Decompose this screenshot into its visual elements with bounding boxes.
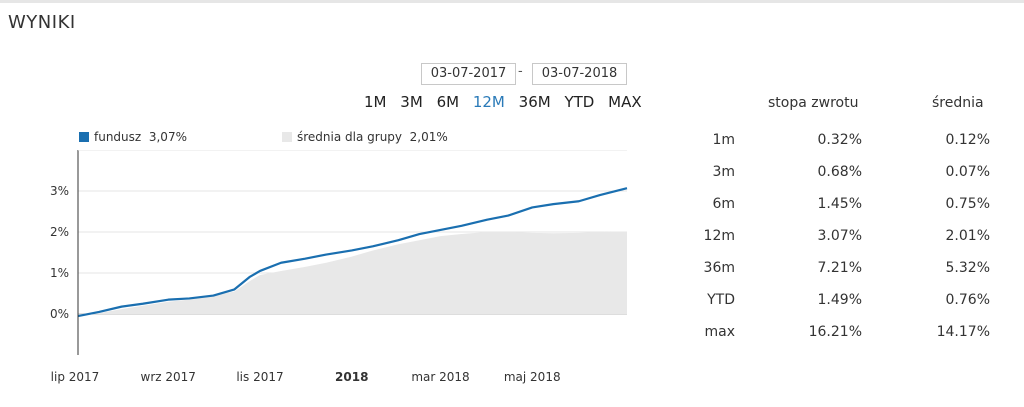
- returns-row-3m: 3m 0.68% 0.07%: [680, 164, 990, 184]
- period-selector: 1M 3M 6M 12M 36M YTD MAX: [364, 93, 651, 111]
- returns-avg-value: 2.01%: [945, 228, 990, 244]
- y-tick-label: 0%: [50, 307, 69, 321]
- returns-row-36m: 36m 7.21% 5.32%: [680, 260, 990, 280]
- legend-group-swatch: [282, 132, 292, 142]
- period-12m-button[interactable]: 12M: [472, 93, 505, 111]
- legend-fund-swatch: [79, 132, 89, 142]
- returns-period-label: 12m: [703, 228, 735, 244]
- returns-avg-value: 14.17%: [936, 324, 990, 340]
- date-separator: -: [518, 64, 523, 79]
- period-3m-button[interactable]: 3M: [400, 93, 423, 111]
- returns-rate-value: 16.21%: [808, 324, 862, 340]
- legend-fund[interactable]: fundusz 3,07%: [79, 130, 187, 144]
- top-divider: [0, 0, 1024, 3]
- returns-period-label: YTD: [707, 292, 735, 308]
- returns-avg-value: 0.12%: [945, 132, 990, 148]
- returns-avg-value: 0.07%: [945, 164, 990, 180]
- x-tick-label: maj 2018: [504, 370, 561, 384]
- returns-rate-value: 3.07%: [817, 228, 862, 244]
- returns-rate-value: 1.45%: [817, 196, 862, 212]
- returns-avg-value: 0.76%: [945, 292, 990, 308]
- returns-row-ytd: YTD 1.49% 0.76%: [680, 292, 990, 312]
- returns-header-avg: średnia: [932, 95, 984, 111]
- returns-avg-value: 0.75%: [945, 196, 990, 212]
- period-max-button[interactable]: MAX: [608, 93, 642, 111]
- y-tick-label: 3%: [50, 184, 69, 198]
- returns-period-label: 6m: [712, 196, 735, 212]
- period-1m-button[interactable]: 1M: [364, 93, 387, 111]
- legend-group-value: 2,01%: [409, 130, 448, 144]
- period-36m-button[interactable]: 36M: [518, 93, 551, 111]
- returns-rate-value: 7.21%: [817, 260, 862, 276]
- x-tick-label: 2018: [335, 370, 368, 384]
- y-tick-label: 1%: [50, 266, 69, 280]
- x-tick-label: mar 2018: [411, 370, 469, 384]
- returns-row-12m: 12m 3.07% 2.01%: [680, 228, 990, 248]
- page-title: WYNIKI: [8, 12, 76, 33]
- date-to-input[interactable]: 03-07-2018: [532, 63, 627, 85]
- legend-group-label: średnia dla grupy: [297, 130, 403, 144]
- performance-chart: 0% 1% 2% 3% lip 2017 wrz 2017 lis 2017 2018 mar …: [50, 150, 628, 384]
- x-tick-label: lip 2017: [51, 370, 100, 384]
- returns-period-label: 36m: [703, 260, 735, 276]
- y-tick-label: 2%: [50, 225, 69, 239]
- returns-header-rate: stopa zwrotu: [768, 95, 859, 111]
- returns-period-label: 3m: [712, 164, 735, 180]
- returns-rate-value: 0.68%: [817, 164, 862, 180]
- series-fund-line: [77, 187, 628, 318]
- legend-fund-value: 3,07%: [148, 130, 187, 144]
- returns-period-label: max: [704, 324, 735, 340]
- period-6m-button[interactable]: 6M: [436, 93, 460, 111]
- returns-avg-value: 5.32%: [945, 260, 990, 276]
- x-tick-label: lis 2017: [236, 370, 283, 384]
- series-group-average-area: [78, 231, 627, 317]
- legend-fund-label: fundusz: [94, 130, 142, 144]
- returns-row-max: max 16.21% 14.17%: [680, 324, 990, 344]
- returns-row-1m: 1m 0.32% 0.12%: [680, 132, 990, 152]
- date-from-input[interactable]: 03-07-2017: [421, 63, 516, 85]
- x-tick-label: wrz 2017: [141, 370, 196, 384]
- returns-period-label: 1m: [712, 132, 735, 148]
- returns-row-6m: 6m 1.45% 0.75%: [680, 196, 990, 216]
- legend-group[interactable]: średnia dla grupy 2,01%: [282, 130, 448, 144]
- period-ytd-button[interactable]: YTD: [564, 93, 595, 111]
- returns-rate-value: 0.32%: [817, 132, 862, 148]
- returns-rate-value: 1.49%: [817, 292, 862, 308]
